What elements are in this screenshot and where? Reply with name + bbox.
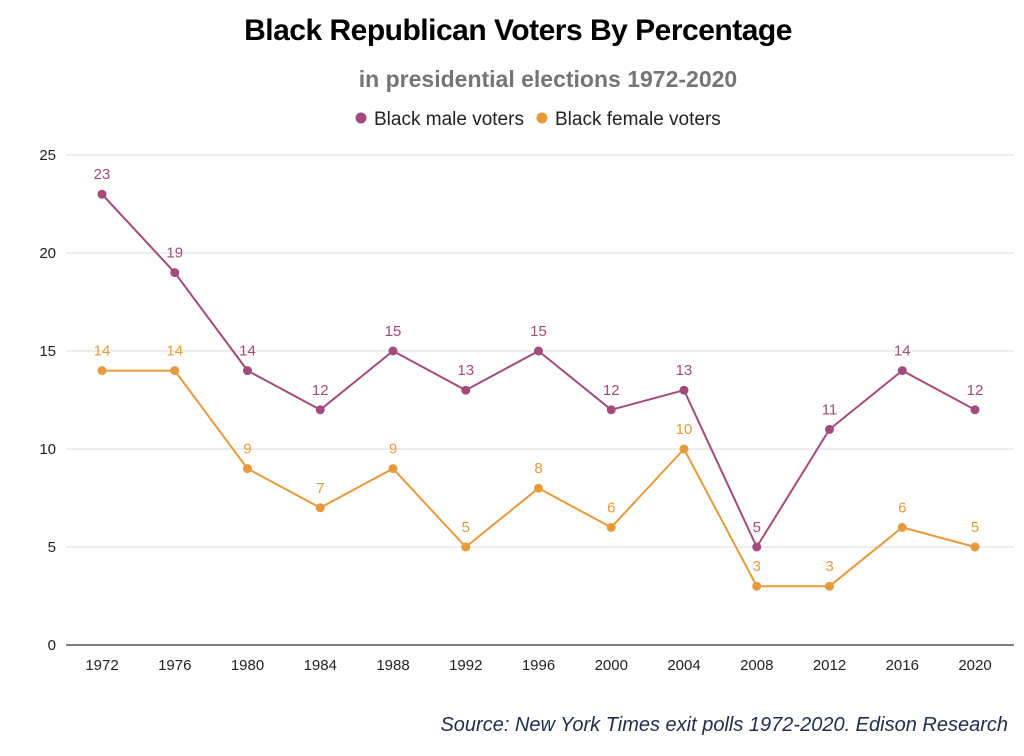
data-point (970, 405, 980, 415)
legend-label: Black female voters (555, 109, 721, 130)
data-label: 23 (94, 166, 111, 183)
series-layer: 23 19 14 12 15 13 15 12 13 5 11 14 12 14 14 9 7 9 5 8 6 10 3 3 6… (94, 166, 984, 591)
data-label: 14 (239, 343, 256, 360)
data-label: 15 (385, 323, 402, 340)
x-tick-label: 2000 (595, 657, 628, 674)
data-point (243, 464, 252, 474)
x-tick-label: 1976 (158, 657, 191, 674)
x-tick-label: 1980 (231, 657, 264, 674)
data-point (825, 581, 834, 591)
data-point (97, 366, 107, 376)
x-tick-label: 1988 (376, 657, 409, 674)
data-label: 3 (825, 558, 833, 575)
data-label: 10 (676, 421, 693, 438)
data-point (534, 483, 543, 493)
data-label: 6 (898, 499, 906, 516)
data-label: 9 (243, 441, 251, 458)
y-tick-label: 5 (48, 539, 56, 556)
chart-subtitle: in presidential elections 1972-2020 (358, 66, 738, 92)
data-point (243, 366, 252, 376)
data-point (315, 405, 325, 415)
data-label: 12 (603, 382, 620, 399)
data-point (534, 346, 543, 356)
series-line (101, 193, 976, 548)
data-label: 5 (971, 519, 979, 536)
legend-marker (536, 112, 548, 124)
series-line (102, 369, 976, 588)
y-tick-label: 10 (39, 441, 56, 458)
legend: Black male voters Black female voters (355, 109, 721, 130)
data-label: 12 (312, 382, 329, 399)
x-tick-label: 2020 (958, 657, 991, 674)
data-label: 12 (967, 382, 984, 399)
data-point (388, 464, 398, 474)
x-tick-label: 1996 (522, 657, 555, 674)
x-tick-label: 2016 (886, 657, 919, 674)
data-label: 6 (607, 499, 615, 516)
data-point (461, 385, 471, 395)
data-label: 14 (166, 343, 183, 360)
data-point (461, 542, 471, 552)
data-point (679, 385, 689, 395)
data-point (315, 503, 325, 513)
data-point (606, 522, 616, 532)
y-tick-label: 20 (39, 245, 56, 262)
x-tick-label: 1992 (449, 657, 482, 674)
data-point (606, 405, 616, 415)
x-tick-label: 2004 (667, 657, 700, 674)
data-point (170, 366, 180, 376)
y-tick-label: 0 (48, 637, 56, 654)
series-female: 14 14 9 7 9 5 8 6 10 3 3 6 5 (94, 343, 980, 591)
series-male: 23 19 14 12 15 13 15 12 13 5 11 14 12 (94, 166, 984, 552)
data-label: 19 (166, 245, 183, 262)
data-label: 5 (462, 519, 470, 536)
x-tick-label: 1972 (85, 657, 118, 674)
legend-item-male: Black male voters (355, 109, 524, 130)
data-point (970, 542, 980, 552)
legend-marker (355, 112, 367, 124)
data-point (388, 346, 398, 356)
data-label: 9 (389, 441, 397, 458)
data-point (97, 189, 107, 199)
gridlines (66, 154, 1014, 646)
data-point (679, 444, 689, 454)
data-label: 14 (894, 343, 911, 360)
legend-item-female: Black female voters (536, 109, 721, 130)
data-label: 11 (822, 401, 838, 418)
x-axis: 1972 1976 1980 1984 1988 1992 1996 2000 2004 2008… (85, 657, 991, 674)
data-label: 13 (457, 362, 474, 379)
data-point (897, 522, 907, 532)
data-point (897, 366, 907, 376)
x-tick-label: 2012 (813, 657, 846, 674)
chart-title: Black Republican Voters By Percentage (244, 14, 792, 47)
data-point (752, 542, 762, 552)
y-axis: 0 5 10 15 20 25 (39, 147, 56, 654)
chart-source: Source: New York Times exit polls 1972-2… (440, 714, 1008, 736)
data-label: 8 (534, 460, 542, 477)
x-tick-label: 2008 (740, 657, 773, 674)
legend-label: Black male voters (374, 109, 524, 130)
y-tick-label: 25 (39, 147, 56, 164)
data-point (752, 581, 762, 591)
data-label: 5 (753, 519, 761, 536)
data-label: 3 (753, 558, 761, 575)
y-tick-label: 15 (39, 343, 56, 360)
data-label: 15 (530, 323, 547, 340)
data-label: 13 (676, 362, 693, 379)
data-point (170, 268, 180, 278)
data-label: 7 (316, 480, 324, 497)
x-tick-label: 1984 (304, 657, 337, 674)
data-label: 14 (94, 343, 111, 360)
data-point (825, 424, 834, 434)
